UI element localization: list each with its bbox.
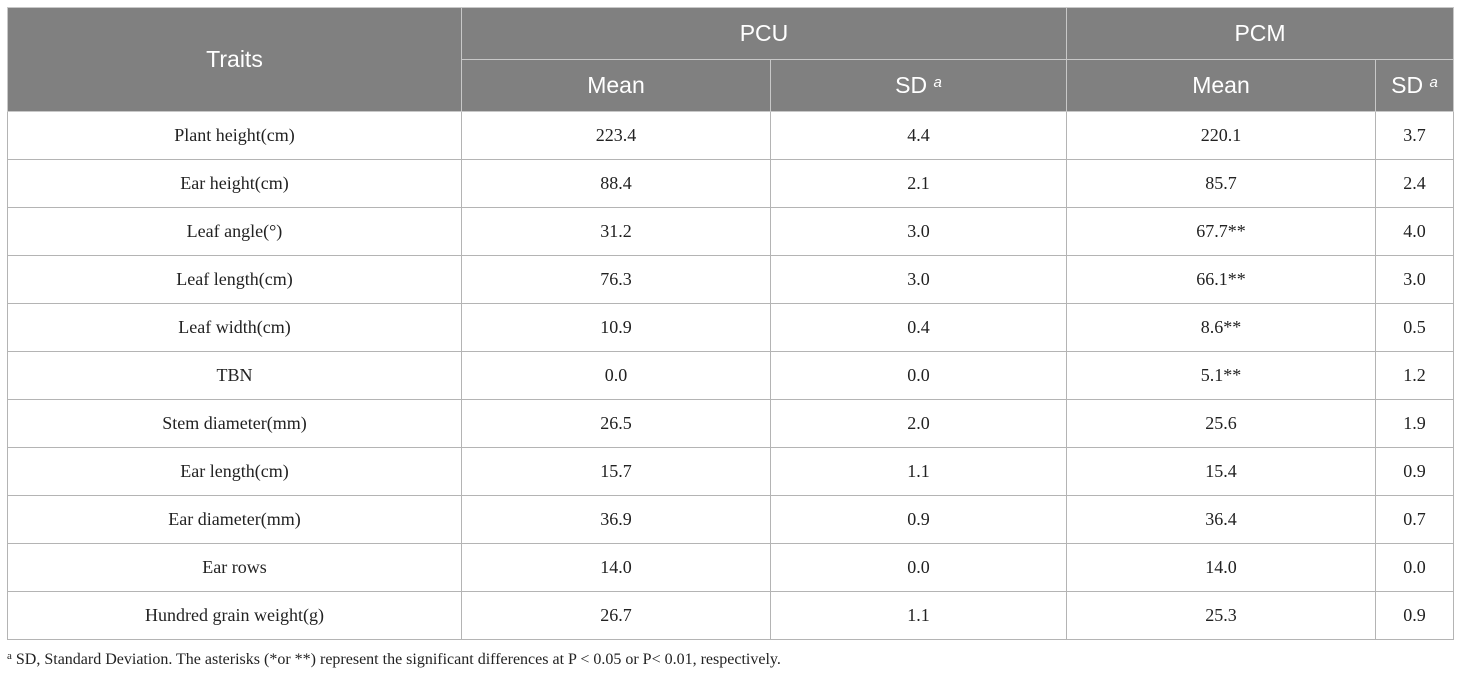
data-table-container: Traits PCU PCM Mean SD a Mean SD a Plant… — [7, 7, 1454, 640]
cell-pcm-mean: 8.6** — [1066, 303, 1376, 352]
cell-trait: Leaf width(cm) — [7, 303, 462, 352]
table-row: Stem diameter(mm) 26.5 2.0 25.6 1.9 — [7, 399, 1454, 448]
cell-pcu-sd: 0.0 — [770, 543, 1067, 592]
cell-pcu-sd: 2.1 — [770, 159, 1067, 208]
cell-pcu-sd: 2.0 — [770, 399, 1067, 448]
cell-pcm-mean: 25.6 — [1066, 399, 1376, 448]
cell-pcm-mean: 67.7** — [1066, 207, 1376, 256]
cell-pcu-mean: 15.7 — [461, 447, 771, 496]
cell-pcm-sd: 3.0 — [1375, 255, 1454, 304]
cell-pcu-sd: 4.4 — [770, 111, 1067, 160]
cell-pcm-mean: 14.0 — [1066, 543, 1376, 592]
sd-footnote-marker: a — [933, 74, 942, 91]
cell-pcm-mean: 5.1** — [1066, 351, 1376, 400]
cell-pcu-mean: 26.5 — [461, 399, 771, 448]
cell-trait: Leaf length(cm) — [7, 255, 462, 304]
cell-trait: Leaf angle(°) — [7, 207, 462, 256]
cell-pcu-mean: 26.7 — [461, 591, 771, 640]
cell-pcm-sd: 0.9 — [1375, 447, 1454, 496]
sd-label: SD — [895, 72, 928, 98]
cell-pcu-mean: 223.4 — [461, 111, 771, 160]
cell-pcm-sd: 2.4 — [1375, 159, 1454, 208]
table-row: Plant height(cm) 223.4 4.4 220.1 3.7 — [7, 111, 1454, 160]
table-row: TBN 0.0 0.0 5.1** 1.2 — [7, 351, 1454, 400]
sd-footnote-marker: a — [1429, 74, 1438, 91]
cell-pcm-mean: 220.1 — [1066, 111, 1376, 160]
header-pcm-mean: Mean — [1066, 59, 1376, 112]
cell-pcu-sd: 0.0 — [770, 351, 1067, 400]
cell-pcu-sd: 3.0 — [770, 207, 1067, 256]
cell-pcu-mean: 14.0 — [461, 543, 771, 592]
cell-pcu-sd: 1.1 — [770, 447, 1067, 496]
cell-pcu-mean: 0.0 — [461, 351, 771, 400]
cell-pcu-mean: 88.4 — [461, 159, 771, 208]
table-row: Leaf length(cm) 76.3 3.0 66.1** 3.0 — [7, 255, 1454, 304]
cell-pcm-sd: 4.0 — [1375, 207, 1454, 256]
sd-label: SD — [1391, 72, 1424, 98]
cell-pcu-mean: 36.9 — [461, 495, 771, 544]
table-row: Ear length(cm) 15.7 1.1 15.4 0.9 — [7, 447, 1454, 496]
header-pcu-mean: Mean — [461, 59, 771, 112]
table-row: Leaf angle(°) 31.2 3.0 67.7** 4.0 — [7, 207, 1454, 256]
cell-trait: Ear rows — [7, 543, 462, 592]
table-header: Traits PCU PCM Mean SD a Mean SD a — [7, 7, 1454, 112]
header-pcm-sd: SD a — [1375, 59, 1454, 112]
cell-trait: Stem diameter(mm) — [7, 399, 462, 448]
table-body: Plant height(cm) 223.4 4.4 220.1 3.7 Ear heig… — [7, 111, 1454, 640]
cell-trait: Hundred grain weight(g) — [7, 591, 462, 640]
header-row-stats: Mean SD a Mean SD a — [8, 59, 1454, 112]
cell-pcm-sd: 0.0 — [1375, 543, 1454, 592]
cell-pcm-sd: 1.2 — [1375, 351, 1454, 400]
cell-pcu-mean: 76.3 — [461, 255, 771, 304]
table-row: Ear rows 14.0 0.0 14.0 0.0 — [7, 543, 1454, 592]
cell-pcm-mean: 25.3 — [1066, 591, 1376, 640]
cell-pcm-sd: 0.7 — [1375, 495, 1454, 544]
cell-pcm-mean: 15.4 — [1066, 447, 1376, 496]
header-group-pcm: PCM — [1066, 7, 1454, 60]
cell-trait: Ear height(cm) — [7, 159, 462, 208]
cell-pcm-sd: 0.9 — [1375, 591, 1454, 640]
cell-pcm-sd: 1.9 — [1375, 399, 1454, 448]
cell-pcm-mean: 66.1** — [1066, 255, 1376, 304]
cell-pcu-sd: 0.9 — [770, 495, 1067, 544]
traits-table: Traits PCU PCM Mean SD a Mean SD a Plant… — [7, 7, 1454, 640]
header-group-pcu: PCU — [461, 7, 1067, 60]
footnote-text: SD, Standard Deviation. The asterisks (*… — [15, 651, 781, 668]
cell-trait: Ear diameter(mm) — [7, 495, 462, 544]
cell-pcu-sd: 3.0 — [770, 255, 1067, 304]
cell-pcm-mean: 36.4 — [1066, 495, 1376, 544]
cell-pcm-sd: 3.7 — [1375, 111, 1454, 160]
cell-pcu-mean: 10.9 — [461, 303, 771, 352]
cell-trait: Plant height(cm) — [7, 111, 462, 160]
cell-trait: Ear length(cm) — [7, 447, 462, 496]
footnote-marker: a — [7, 650, 12, 662]
header-traits: Traits — [7, 7, 462, 112]
cell-pcm-mean: 85.7 — [1066, 159, 1376, 208]
table-row: Hundred grain weight(g) 26.7 1.1 25.3 0.9 — [7, 591, 1454, 640]
header-pcu-sd: SD a — [770, 59, 1067, 112]
table-row: Ear diameter(mm) 36.9 0.9 36.4 0.7 — [7, 495, 1454, 544]
table-row: Leaf width(cm) 10.9 0.4 8.6** 0.5 — [7, 303, 1454, 352]
table-footnote: a SD, Standard Deviation. The asterisks (… — [7, 650, 781, 669]
cell-pcu-sd: 0.4 — [770, 303, 1067, 352]
cell-pcm-sd: 0.5 — [1375, 303, 1454, 352]
header-row-groups: Traits PCU PCM — [7, 7, 1454, 112]
cell-trait: TBN — [7, 351, 462, 400]
cell-pcu-sd: 1.1 — [770, 591, 1067, 640]
cell-pcu-mean: 31.2 — [461, 207, 771, 256]
table-row: Ear height(cm) 88.4 2.1 85.7 2.4 — [7, 159, 1454, 208]
